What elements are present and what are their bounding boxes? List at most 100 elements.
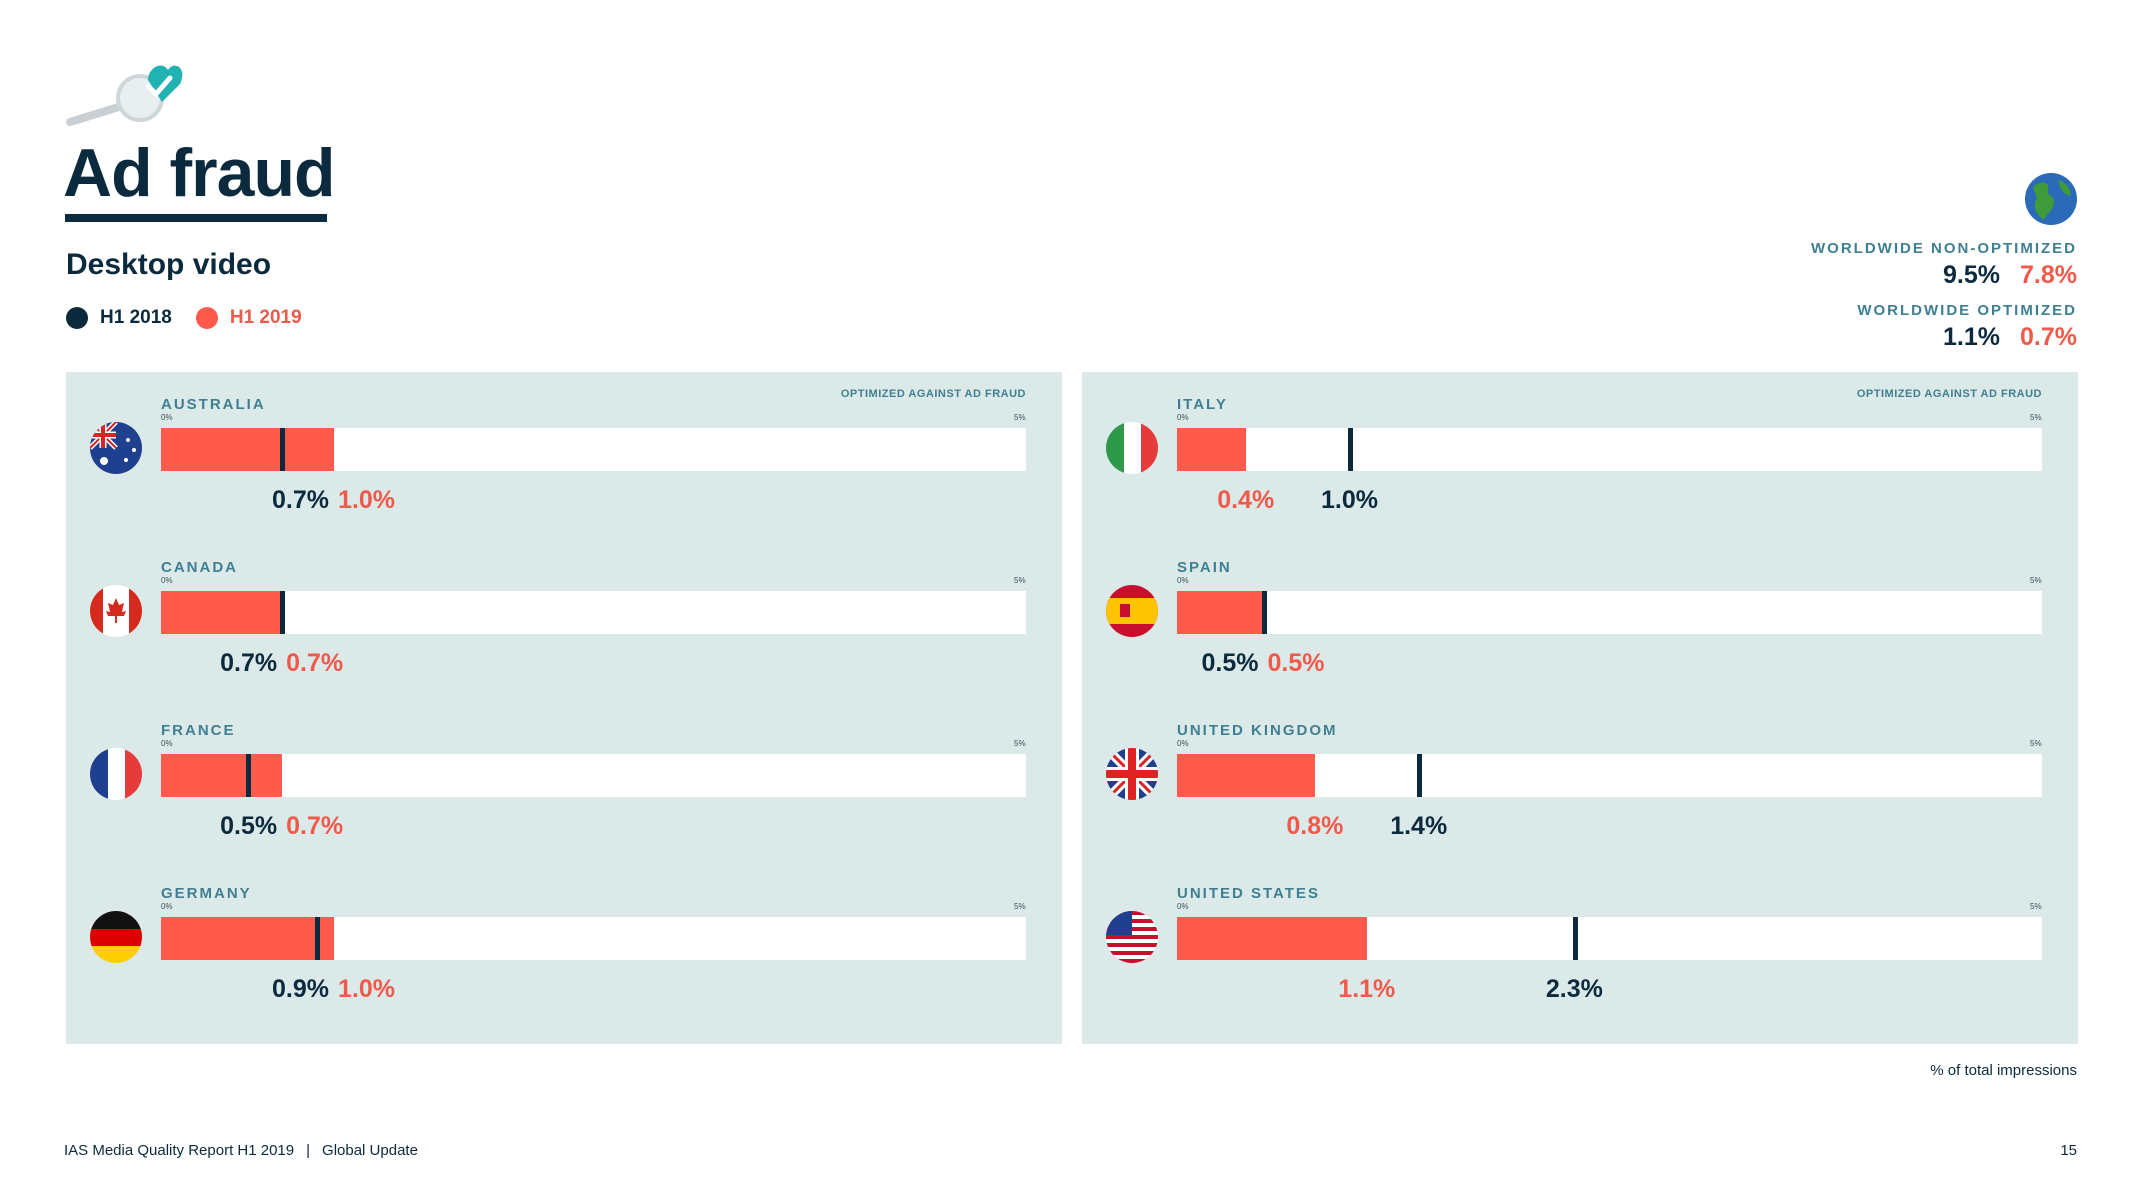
axis-min-label: 0% bbox=[161, 576, 173, 585]
country-row: CANADA 0% 5% 0.7% 0.7% bbox=[66, 535, 1062, 698]
value-label-h1-2019: 1.0% bbox=[338, 975, 395, 1003]
country-row: FRANCE 0% 5% 0.5% 0.7% bbox=[66, 698, 1062, 861]
legend-dot-h1-2018 bbox=[66, 307, 88, 329]
country-label: ITALY bbox=[1177, 396, 1228, 413]
value-label-h1-2019: 0.4% bbox=[1217, 486, 1275, 514]
marker-h1-2018 bbox=[280, 591, 286, 634]
bar-track bbox=[1177, 917, 2042, 960]
value-label-h1-2019: 0.8% bbox=[1286, 812, 1344, 840]
bar-track bbox=[1177, 591, 2042, 634]
impressions-note: % of total impressions bbox=[1930, 1062, 2077, 1079]
axis-max-label: 5% bbox=[2030, 413, 2042, 422]
value-label-h1-2019: 1.1% bbox=[1338, 975, 1396, 1003]
legend-label-h1-2019: H1 2019 bbox=[229, 307, 302, 328]
axis-max-label: 5% bbox=[1014, 413, 1026, 422]
worldwide-non-optimized: WORLDWIDE NON-OPTIMIZED 9.5% 7.8% bbox=[1811, 240, 2077, 290]
chart-panel-right: OPTIMIZED AGAINST AD FRAUD ITALY 0% 5% 1.0%… bbox=[1082, 372, 2078, 1044]
marker-h1-2018 bbox=[1261, 591, 1267, 634]
legend-item-h1-2019: H1 2019 bbox=[195, 307, 302, 329]
marker-h1-2018 bbox=[280, 428, 286, 471]
marker-h1-2018 bbox=[1417, 754, 1423, 797]
value-label-h1-2018: 0.9% bbox=[272, 975, 329, 1003]
bar-h1-2019 bbox=[161, 754, 283, 797]
axis-min-label: 0% bbox=[1177, 576, 1189, 585]
marker-h1-2018 bbox=[1348, 428, 1353, 471]
value-label-h1-2019: 0.7% bbox=[286, 649, 344, 677]
bar-track bbox=[1177, 754, 2042, 797]
page-subtitle: Desktop video bbox=[66, 248, 272, 281]
legend: H1 2018 H1 2019 bbox=[66, 307, 326, 329]
marker-h1-2018 bbox=[245, 754, 251, 797]
bar-track bbox=[1177, 428, 2042, 471]
bar-track bbox=[161, 591, 1026, 634]
worldwide-non-optimized-label: WORLDWIDE NON-OPTIMIZED bbox=[1811, 240, 2077, 257]
chart-panel-left: OPTIMIZED AGAINST AD FRAUD AUSTRALIA 0% 5%… bbox=[66, 372, 1062, 1044]
page-number: 15 bbox=[2060, 1142, 2077, 1159]
axis-min-label: 0% bbox=[161, 413, 173, 422]
bar-track bbox=[161, 428, 1026, 471]
axis-min-label: 0% bbox=[1177, 739, 1189, 748]
bar-h1-2019 bbox=[1177, 591, 1264, 634]
country-row: SPAIN 0% 5% 0.5% 0.5% bbox=[1082, 535, 2078, 698]
axis-min-label: 0% bbox=[1177, 413, 1189, 422]
axis-max-label: 5% bbox=[1014, 739, 1026, 748]
australia-flag-icon bbox=[90, 422, 142, 474]
bar-h1-2019 bbox=[1177, 917, 1368, 960]
bar-track bbox=[161, 917, 1026, 960]
globe-icon bbox=[2025, 173, 2077, 225]
value-label-h1-2018: 0.5% bbox=[220, 812, 278, 840]
axis-min-label: 0% bbox=[161, 902, 173, 911]
bar-track bbox=[161, 754, 1026, 797]
country-label: AUSTRALIA bbox=[161, 396, 266, 413]
marker-h1-2018 bbox=[314, 917, 320, 960]
magnifier-check-icon bbox=[66, 65, 183, 126]
country-row: UNITED STATES 0% 5% 2.3% 1.1% bbox=[1082, 861, 2078, 1024]
worldwide-non-optimized-2018: 9.5% bbox=[1943, 261, 2001, 289]
footer-separator: | bbox=[306, 1142, 311, 1159]
value-label-h1-2019: 1.0% bbox=[338, 486, 395, 514]
footer: IAS Media Quality Report H1 2019 | Global … bbox=[64, 1142, 418, 1159]
axis-min-label: 0% bbox=[1177, 902, 1189, 911]
france-flag-icon bbox=[90, 748, 142, 800]
country-label: SPAIN bbox=[1177, 559, 1232, 576]
worldwide-optimized: WORLDWIDE OPTIMIZED 1.1% 0.7% bbox=[1857, 302, 2077, 352]
footer-report: IAS Media Quality Report H1 2019 bbox=[64, 1142, 295, 1159]
footer-section: Global Update bbox=[322, 1142, 418, 1159]
country-row: ITALY 0% 5% 1.0% 0.4% bbox=[1082, 372, 2078, 535]
worldwide-optimized-label: WORLDWIDE OPTIMIZED bbox=[1857, 302, 2077, 319]
spain-flag-icon bbox=[1106, 585, 1158, 637]
bar-h1-2019 bbox=[1177, 428, 1247, 471]
axis-min-label: 0% bbox=[161, 739, 173, 748]
value-label-h1-2018: 0.7% bbox=[272, 486, 329, 514]
country-label: FRANCE bbox=[161, 722, 236, 739]
country-label: UNITED STATES bbox=[1177, 885, 1320, 902]
value-label-h1-2018: 1.0% bbox=[1321, 486, 1378, 514]
country-label: GERMANY bbox=[161, 885, 252, 902]
axis-max-label: 5% bbox=[2030, 739, 2042, 748]
worldwide-non-optimized-values: 9.5% 7.8% bbox=[1811, 261, 2077, 290]
value-label-h1-2018: 2.3% bbox=[1545, 975, 1603, 1003]
country-row: UNITED KINGDOM 0% 5% 1.4% 0.8% bbox=[1082, 698, 2078, 861]
country-row: GERMANY 0% 5% 0.9% 1.0% bbox=[66, 861, 1062, 1024]
marker-h1-2018 bbox=[1572, 917, 1578, 960]
bar-h1-2019 bbox=[1177, 754, 1316, 797]
germany-flag-icon bbox=[90, 911, 142, 963]
uk-flag-icon bbox=[1106, 748, 1158, 800]
value-label-h1-2018: 0.5% bbox=[1201, 649, 1259, 677]
legend-label-h1-2018: H1 2018 bbox=[100, 307, 172, 328]
us-flag-icon bbox=[1106, 911, 1158, 963]
title-underline bbox=[65, 214, 327, 222]
panel-note: OPTIMIZED AGAINST AD FRAUD bbox=[1856, 388, 2042, 400]
legend-item-h1-2018: H1 2018 bbox=[66, 307, 172, 329]
legend-dot-h1-2019 bbox=[195, 307, 218, 329]
value-label-h1-2019: 0.7% bbox=[286, 812, 344, 840]
worldwide-optimized-2019: 0.7% bbox=[2020, 323, 2077, 351]
worldwide-optimized-values: 1.1% 0.7% bbox=[1857, 323, 2077, 352]
italy-flag-icon bbox=[1106, 422, 1158, 474]
country-label: CANADA bbox=[161, 559, 238, 576]
axis-max-label: 5% bbox=[1014, 902, 1026, 911]
value-label-h1-2018: 1.4% bbox=[1390, 812, 1448, 840]
value-label-h1-2019: 0.5% bbox=[1267, 649, 1325, 677]
country-label: UNITED KINGDOM bbox=[1177, 722, 1338, 739]
bar-h1-2019 bbox=[161, 428, 334, 471]
